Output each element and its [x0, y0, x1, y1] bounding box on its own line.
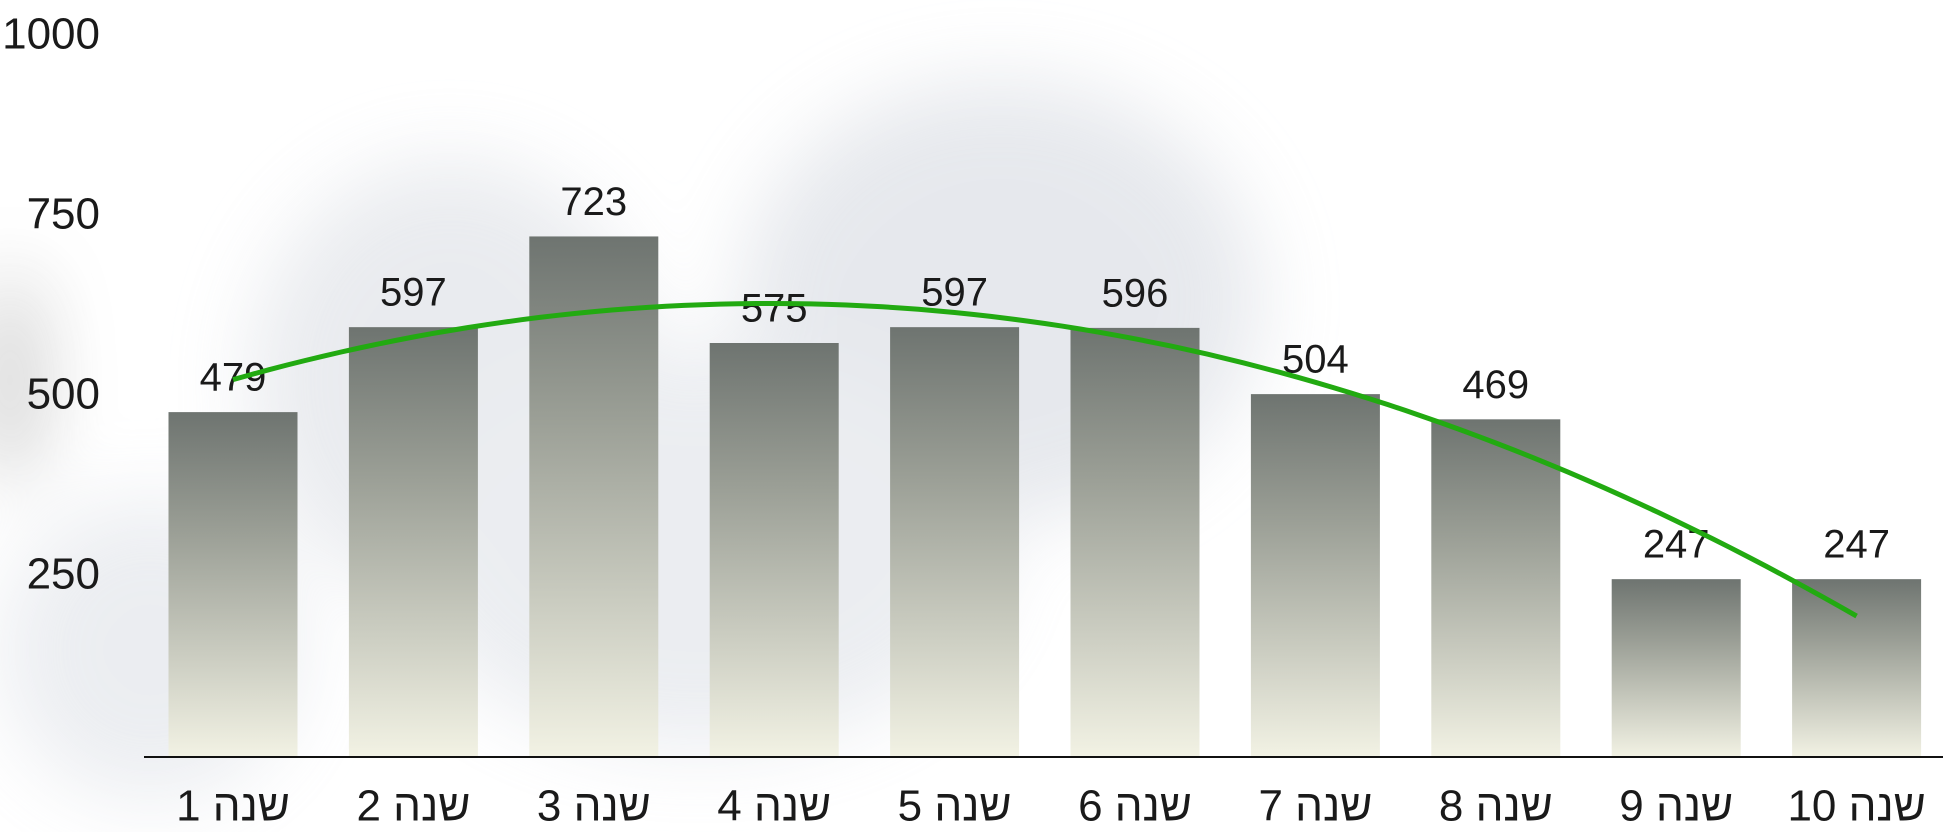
x-tick-label: שנה 7: [1258, 782, 1372, 831]
value-label: 596: [1102, 271, 1169, 315]
y-tick-label: 1000: [2, 10, 100, 59]
x-tick-label: שנה 6: [1078, 782, 1192, 831]
bar: [168, 412, 298, 757]
x-tick-label: שנה 1: [176, 782, 290, 831]
x-tick-label: שנה 8: [1439, 782, 1553, 831]
trendline: [232, 301, 1858, 619]
bar: [529, 236, 659, 757]
y-tick-label: 500: [27, 370, 100, 419]
bar: [709, 343, 839, 757]
value-label: 597: [921, 271, 988, 315]
value-label: 247: [1823, 523, 1890, 567]
y-tick-label: 750: [27, 190, 100, 239]
x-tick-label: שנה 3: [537, 782, 651, 831]
value-label: 247: [1643, 523, 1710, 567]
value-label: 469: [1462, 363, 1529, 407]
x-tick-label: שנה 9: [1619, 782, 1733, 831]
value-label: 723: [560, 180, 627, 224]
x-tick-label: שנה 2: [356, 782, 470, 831]
value-label: 597: [380, 271, 447, 315]
bar: [348, 327, 478, 757]
bar: [1611, 579, 1741, 757]
x-tick-label: שנה 5: [898, 782, 1012, 831]
bar: [1792, 579, 1922, 757]
bar: [890, 327, 1020, 757]
y-tick-label: 250: [27, 550, 100, 599]
bar: [1250, 394, 1380, 757]
x-tick-label: שנה 4: [717, 782, 831, 831]
x-tick-label: שנה 10: [1787, 782, 1925, 831]
value-label: 575: [741, 287, 808, 331]
bar: [1070, 327, 1200, 757]
bar: [1431, 419, 1561, 757]
